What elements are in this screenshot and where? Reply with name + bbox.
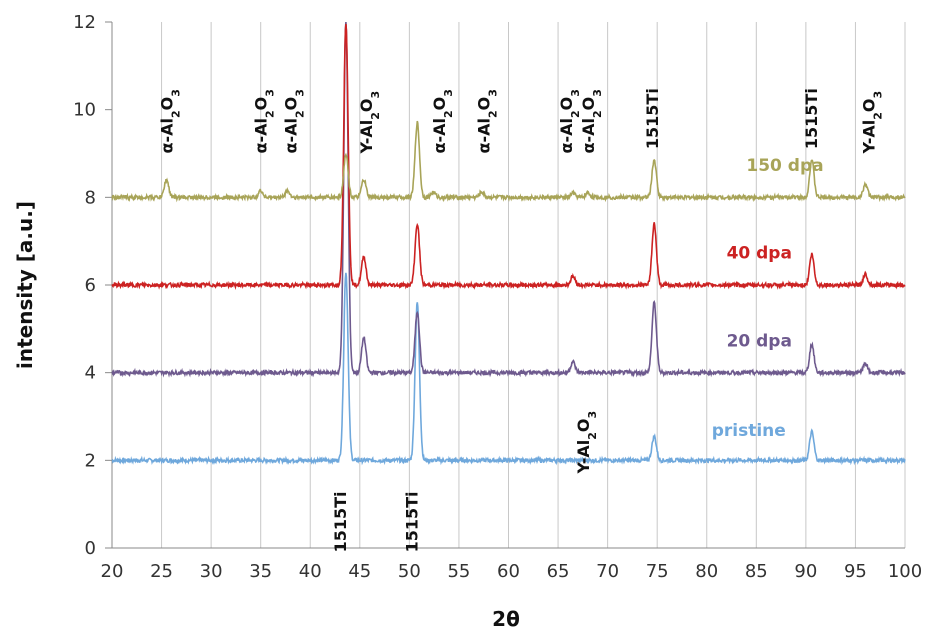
peak-label-part: O — [475, 97, 494, 111]
peak-label-part: α-Al — [557, 118, 576, 154]
peak-label-part: α-Al — [158, 118, 177, 154]
peak-label-part: 1515Ti — [802, 88, 821, 149]
peak-label-subscript: 2 — [368, 112, 381, 120]
peak-label-subscript: 3 — [585, 411, 598, 419]
x-tick-label: 60 — [497, 561, 520, 582]
x-tick-label: 65 — [547, 561, 570, 582]
peak-label-part: 1515Ti — [402, 491, 421, 552]
peak-label-part: O — [357, 98, 376, 112]
peak-label: α-Al2O3 — [430, 89, 455, 153]
peak-label: 1515Ti — [402, 491, 421, 552]
y-tick-label: 2 — [85, 450, 96, 471]
peak-label-subscript: 2 — [569, 110, 582, 118]
peak-label-part: O — [574, 418, 593, 432]
peak-label-subscript: 3 — [368, 91, 381, 99]
peak-label-subscript: 2 — [871, 112, 884, 120]
y-tick-label: 6 — [85, 275, 96, 296]
peak-label: 1515Ti — [802, 88, 821, 149]
peak-label-subscript: 2 — [442, 110, 455, 118]
peak-label-subscript: 2 — [169, 110, 182, 118]
series-line — [111, 120, 906, 203]
peak-label: 1515Ti — [331, 491, 350, 552]
x-tick-label: 80 — [695, 561, 718, 582]
peak-label: α-Al2O3 — [158, 89, 183, 153]
series-group — [111, 21, 906, 466]
y-tick-label: 4 — [85, 363, 96, 384]
peak-label: Y-Al2O3 — [357, 91, 382, 155]
peak-label-subscript: 2 — [263, 110, 276, 118]
peak-label-subscript: 3 — [293, 89, 306, 97]
series-label: 20 dpa — [727, 331, 792, 351]
peak-label-part: α-Al — [281, 118, 300, 154]
peak-label-part: Y-Al — [357, 120, 376, 155]
peak-label-part: O — [859, 98, 878, 112]
peak-label: α-Al2O3 — [557, 89, 582, 153]
y-tick-label: 0 — [85, 538, 96, 559]
peak-label: α-Al2O3 — [252, 89, 277, 153]
x-axis-title: 2θ — [492, 607, 520, 631]
axes: 20 25 30 35 40 45 50 55 60 65 70 75 80 85 90 95 100 0 2 4 6 8… — [73, 12, 922, 582]
peak-label-part: O — [252, 97, 271, 111]
peak-label: Y-Al2O3 — [859, 91, 884, 155]
x-tick-label: 25 — [150, 561, 173, 582]
peak-label-subscript: 3 — [263, 89, 276, 97]
x-tick-label: 30 — [200, 561, 223, 582]
peak-label-subscript: 3 — [169, 89, 182, 97]
x-tick-label: 40 — [299, 561, 322, 582]
series-label: 150 dpa — [746, 156, 823, 176]
peak-label-part: α-Al — [475, 118, 494, 154]
peak-label-subscript: 3 — [569, 89, 582, 97]
peak-label-part: α-Al — [579, 118, 598, 154]
peak-label-subscript: 2 — [486, 110, 499, 118]
x-tick-label: 70 — [596, 561, 619, 582]
x-tick-label: 20 — [101, 561, 124, 582]
y-tick-label: 8 — [85, 187, 96, 208]
x-tick-label: 90 — [794, 561, 817, 582]
peak-label-part: O — [281, 97, 300, 111]
peak-label-part: O — [557, 97, 576, 111]
peak-label-subscript: 2 — [590, 110, 603, 118]
peak-label: 1515Ti — [643, 88, 662, 149]
series-line — [111, 272, 906, 466]
peak-label-part: O — [579, 97, 598, 111]
peak-label-part: 1515Ti — [331, 491, 350, 552]
y-tick-label: 10 — [73, 100, 96, 121]
peak-label-part: Y-Al — [574, 440, 593, 475]
x-tick-label: 50 — [398, 561, 421, 582]
peak-label-subscript: 3 — [871, 91, 884, 99]
peak-labels: α-Al2O3α-Al2O3α-Al2O3Y-Al2O3α-Al2O3α-Al2… — [158, 88, 884, 552]
peak-label-subscript: 3 — [442, 89, 455, 97]
peak-label: Y-Al2O3 — [574, 411, 599, 475]
y-tick-label: 12 — [73, 12, 96, 33]
peak-label: α-Al2O3 — [579, 89, 604, 153]
peak-label-part: 1515Ti — [643, 88, 662, 149]
x-tick-label: 75 — [646, 561, 669, 582]
peak-label-part: O — [430, 97, 449, 111]
y-axis-title: intensity [a.u.] — [13, 201, 37, 369]
x-tick-label: 55 — [447, 561, 470, 582]
x-tick-label: 35 — [249, 561, 272, 582]
peak-label-subscript: 2 — [293, 110, 306, 118]
peak-label-part: Y-Al — [859, 120, 878, 155]
peak-label-part: O — [158, 97, 177, 111]
peak-label-subscript: 3 — [486, 89, 499, 97]
x-tick-label: 100 — [888, 561, 922, 582]
x-tick-label: 95 — [844, 561, 867, 582]
x-tick-label: 45 — [348, 561, 371, 582]
series-label: pristine — [712, 421, 786, 441]
peak-label: α-Al2O3 — [281, 89, 306, 153]
series-labels: 150 dpa 40 dpa 20 dpa pristine — [712, 156, 824, 441]
x-tick-label: 85 — [745, 561, 768, 582]
peak-label-subscript: 2 — [585, 432, 598, 440]
series-line — [111, 21, 906, 378]
peak-label-subscript: 3 — [590, 89, 603, 97]
peak-label-part: α-Al — [430, 118, 449, 154]
series-line — [111, 23, 906, 290]
peak-label: α-Al2O3 — [475, 89, 500, 153]
series-label: 40 dpa — [727, 244, 792, 264]
peak-label-part: α-Al — [252, 118, 271, 154]
